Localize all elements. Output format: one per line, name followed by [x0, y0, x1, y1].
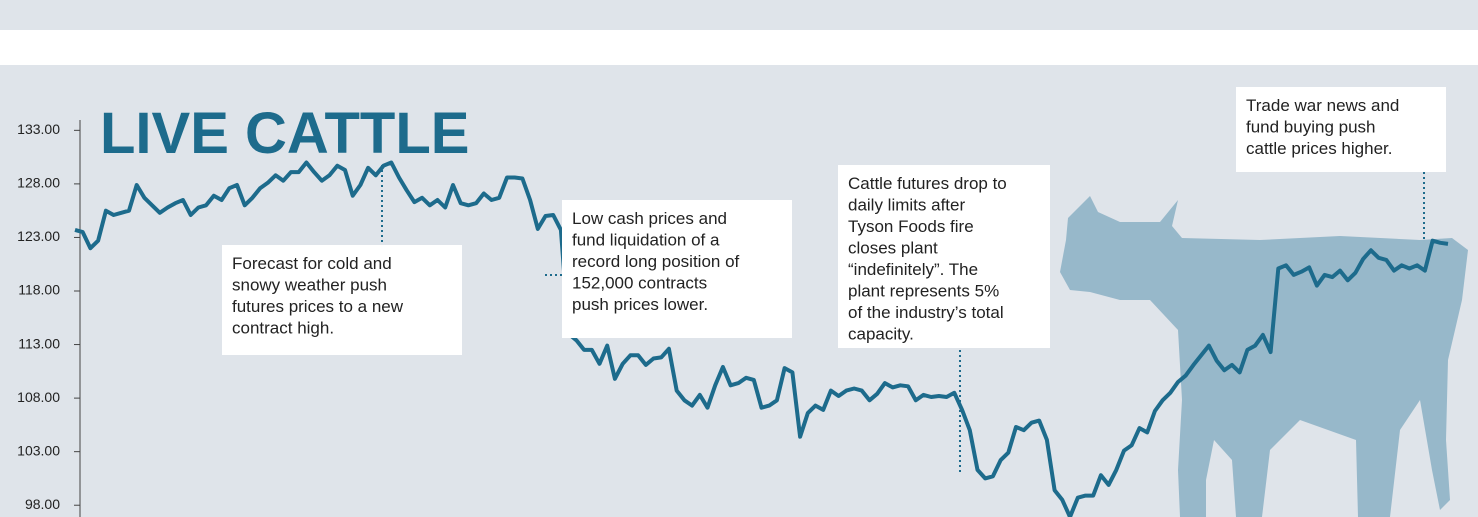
annotation-text: Low cash prices and — [572, 209, 727, 228]
white-strip — [0, 30, 1478, 65]
top-band — [0, 0, 1478, 30]
annotation-text: 152,000 contracts — [572, 274, 707, 293]
annotation-text: Cattle futures drop to — [848, 174, 1007, 193]
annotation-text: Trade war news and — [1246, 96, 1399, 115]
annotation-text: Forecast for cold and — [232, 254, 392, 273]
annotation-text: record long position of — [572, 252, 740, 271]
annotation-text: snowy weather push — [232, 276, 387, 295]
annotation-text: closes plant — [848, 239, 938, 258]
chart-title: LIVE CATTLE — [100, 101, 469, 166]
annotation-text: daily limits after — [848, 196, 965, 215]
annotation-text: “indefinitely”. The — [848, 260, 978, 279]
y-tick-label: 108.00 — [17, 389, 60, 405]
annotation-text: fund liquidation of a — [572, 231, 720, 250]
y-tick-label: 113.00 — [18, 335, 60, 351]
y-tick-label: 118.00 — [18, 282, 60, 298]
annotation-text: capacity. — [848, 325, 914, 344]
y-tick-label: 103.00 — [17, 442, 60, 458]
annotation-text: futures prices to a new — [232, 297, 404, 316]
page: {"chart_data": {"type": "line", "title":… — [0, 0, 1478, 517]
y-tick-label: 98.00 — [25, 496, 60, 512]
annotation-text: cattle prices higher. — [1246, 139, 1392, 158]
annotation-text: of the industry’s total — [848, 303, 1004, 322]
annotation-text: push prices lower. — [572, 295, 708, 314]
annotation-text: fund buying push — [1246, 118, 1376, 137]
y-tick-label: 133.00 — [17, 121, 60, 137]
annotation-text: Tyson Foods fire — [848, 217, 974, 236]
y-tick-label: 128.00 — [17, 175, 60, 191]
y-tick-label: 123.00 — [17, 228, 60, 244]
annotation-text: plant represents 5% — [848, 282, 999, 301]
annotation-text: contract high. — [232, 319, 334, 338]
chart: LIVE CATTLE 98.00 103.00 108.00 113.00 118.0… — [0, 0, 1478, 517]
